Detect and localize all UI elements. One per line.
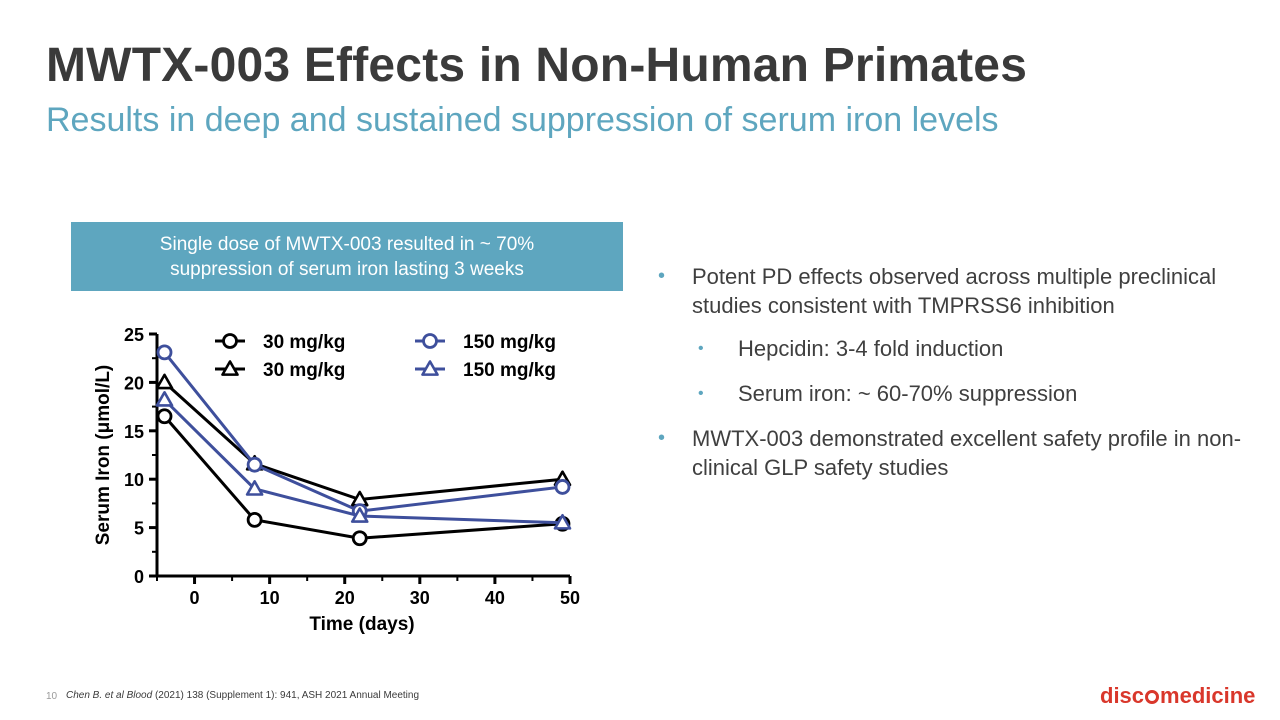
x-tick-label: 40 [485, 588, 505, 608]
citation-authors: Chen B. et al Blood [66, 690, 153, 701]
legend-marker [221, 360, 239, 376]
bullet-text-safety: MWTX-003 demonstrated excellent safety p… [692, 426, 1242, 480]
callout-line-2: suppression of serum iron lasting 3 week… [170, 258, 524, 280]
data-point [155, 391, 174, 407]
data-point [246, 511, 263, 528]
x-tick-label: 20 [335, 588, 355, 608]
series-1 [156, 408, 571, 547]
y-tick-label: 25 [124, 325, 144, 345]
sub-bullet-item: • Serum iron: ~ 60-70% suppression [648, 379, 1248, 408]
bullet-text-serum-iron: Serum iron: ~ 60-70% suppression [738, 381, 1078, 406]
legend-entry: 30 mg/kg [215, 360, 345, 381]
data-point [245, 480, 264, 496]
series-line [163, 381, 563, 502]
legend-label: 30 mg/kg [263, 332, 345, 353]
sub-bullet-item: • Hepcidin: 3-4 fold induction [648, 334, 1248, 363]
x-tick-label: 50 [560, 588, 580, 608]
citation: Chen B. et al Blood (2021) 138 (Suppleme… [66, 690, 419, 701]
data-point [554, 479, 571, 495]
data-point [155, 373, 174, 390]
series-line [163, 415, 563, 540]
y-axis-label: Serum Iron (μmol/L) [93, 365, 114, 546]
y-tick-label: 10 [124, 470, 144, 490]
bullet-dot: • [698, 340, 704, 357]
y-tick-label: 20 [124, 373, 144, 393]
data-point [156, 344, 173, 361]
chart-legend: 30 mg/kg 30 mg/kg 150 mg/kg 150 mg/kg [215, 332, 556, 381]
bullet-text-pd-effects: Potent PD effects observed across multip… [692, 264, 1217, 318]
logo-ring-icon [1145, 690, 1160, 704]
legend-entry: 150 mg/kg [415, 360, 556, 381]
data-point [246, 456, 263, 473]
company-logo: disc medicine [1100, 683, 1255, 709]
data-point [156, 408, 173, 425]
data-point [553, 513, 572, 530]
bullet-dot: • [658, 265, 666, 287]
x-tick-label: 30 [410, 588, 430, 608]
bullet-item: • MWTX-003 demonstrated excellent safety… [648, 424, 1248, 482]
page-number: 10 [46, 691, 58, 702]
y-tick-label: 15 [124, 422, 144, 442]
logo-text-left: disc [1100, 683, 1145, 708]
legend-entry: 30 mg/kg [215, 332, 345, 353]
legend-marker [421, 360, 439, 376]
bullet-item: • Potent PD effects observed across mult… [648, 262, 1248, 320]
legend-label: 30 mg/kg [263, 360, 345, 381]
legend-marker [422, 333, 438, 349]
legend-label: 150 mg/kg [463, 332, 556, 353]
y-tick-label: 0 [134, 567, 144, 587]
legend-marker [222, 333, 238, 349]
chart-axes: 0 5 10 15 20 25 0 10 20 30 40 50 [124, 325, 580, 608]
legend-label: 150 mg/kg [463, 360, 556, 381]
slide-title: MWTX-003 Effects in Non-Human Primates [46, 39, 1028, 92]
legend-entry: 150 mg/kg [415, 332, 556, 353]
series-4 [155, 391, 572, 530]
citation-details: (2021) 138 (Supplement 1): 941, ASH 2021… [152, 690, 420, 701]
series-line [163, 398, 563, 525]
slide-subtitle: Results in deep and sustained suppressio… [46, 101, 999, 139]
series-2 [155, 373, 572, 507]
data-point [350, 507, 369, 523]
callout-box: Single dose of MWTX-003 resulted in ~ 70… [71, 222, 623, 291]
x-tick-label: 10 [260, 588, 280, 608]
callout-line-1: Single dose of MWTX-003 resulted in ~ 70… [159, 233, 535, 255]
x-tick-label: 0 [190, 588, 200, 608]
serum-iron-chart: 0 5 10 15 20 25 0 10 20 30 40 50 30 mg/kg 30 mg/kg 15… [93, 325, 580, 635]
bullet-text-hepcidin: Hepcidin: 3-4 fold induction [738, 336, 1004, 361]
x-axis-label: Time (days) [309, 614, 414, 635]
bullet-dot: • [658, 427, 666, 449]
chart-series [155, 344, 572, 547]
series-line [163, 351, 563, 513]
bullet-dot: • [698, 385, 704, 402]
logo-text-right: medicine [1160, 683, 1256, 708]
bullet-list: • Potent PD effects observed across mult… [648, 262, 1248, 496]
data-point [351, 530, 368, 547]
y-tick-label: 5 [134, 519, 144, 539]
